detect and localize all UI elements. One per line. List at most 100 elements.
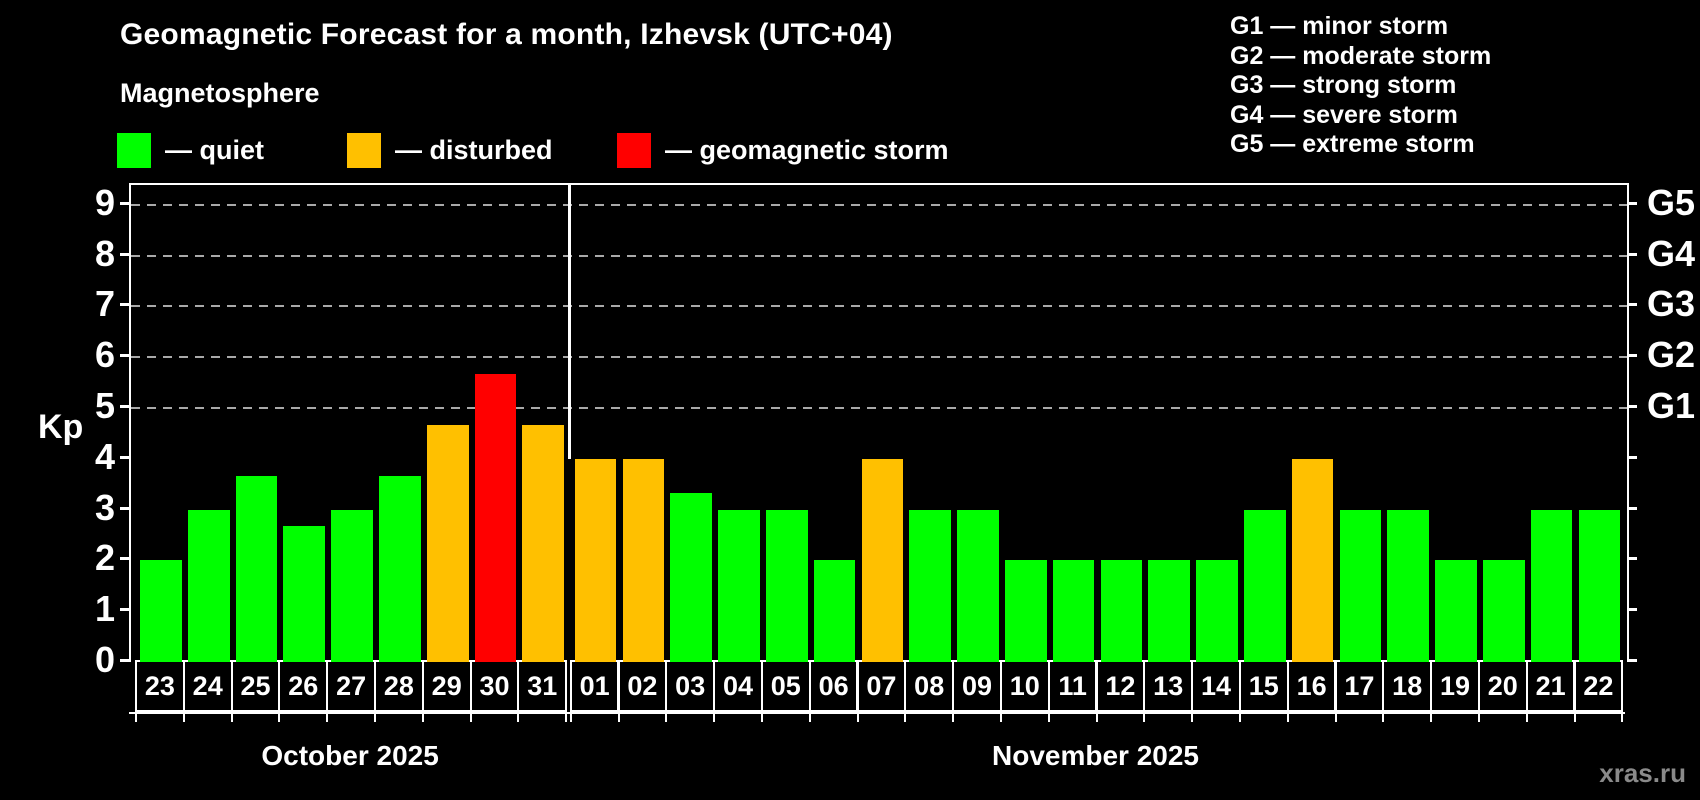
kp-bar-october-23 xyxy=(140,560,182,662)
x-axis-boundary-tick-28 xyxy=(1430,712,1433,722)
kp-bar-november-22 xyxy=(1578,509,1621,662)
x-axis-boundary-tick-13 xyxy=(713,712,716,722)
right-axis-tick-6 xyxy=(1627,354,1637,358)
kp-bar-november-06 xyxy=(813,560,856,662)
right-axis-tick-1 xyxy=(1627,608,1637,612)
right-axis-label-G4: G4 xyxy=(1647,232,1696,274)
x-axis-boundary-tick-9 xyxy=(565,712,568,722)
day-label-28: 28 xyxy=(374,660,424,712)
g-scale-legend: G1 — minor storm G2 — moderate storm G3 — … xyxy=(1230,12,1491,160)
right-axis-label-G1: G1 xyxy=(1647,385,1696,426)
kp-bar-october-30 xyxy=(474,373,517,662)
x-axis-boundary-tick-2 xyxy=(230,712,233,722)
kp-bar-october-29 xyxy=(426,424,469,662)
day-label-15: 15 xyxy=(1238,660,1289,712)
x-axis-boundary-tick-25 xyxy=(1286,712,1289,722)
y-axis-tick-6 xyxy=(120,354,130,358)
kp-bar-october-26 xyxy=(283,526,326,662)
plot-area xyxy=(129,183,1629,662)
storm-color-swatch xyxy=(617,132,651,168)
day-label-31: 31 xyxy=(517,660,568,712)
kp-bar-november-20 xyxy=(1482,560,1525,662)
y-axis-tick-label-4: 4 xyxy=(94,435,115,477)
legend-label-storm: — geomagnetic storm xyxy=(665,134,949,165)
x-axis-boundary-tick-30 xyxy=(1525,712,1528,722)
kp-bar-november-21 xyxy=(1530,509,1573,662)
right-axis-tick-0 xyxy=(1627,659,1637,662)
kp-bar-november-10 xyxy=(1004,560,1047,662)
day-label-08: 08 xyxy=(904,660,955,712)
quiet-color-swatch xyxy=(117,132,151,168)
kp-bar-november-09 xyxy=(957,509,999,662)
y-axis-tick-label-9: 9 xyxy=(94,181,115,223)
x-axis-boundary-tick-10 xyxy=(569,712,572,722)
right-axis-tick-3 xyxy=(1627,506,1637,510)
right-axis-tick-9 xyxy=(1627,201,1637,205)
right-axis-tick-4 xyxy=(1627,455,1637,459)
gridline-kp-9 xyxy=(131,203,1627,206)
legend-item-storm: — geomagnetic storm xyxy=(617,132,949,168)
right-axis-tick-5 xyxy=(1627,405,1637,408)
x-axis-boundary-tick-8 xyxy=(517,712,520,722)
gridline-kp-7 xyxy=(131,305,1627,308)
kp-bar-november-19 xyxy=(1435,560,1477,662)
kp-bar-november-15 xyxy=(1243,509,1286,662)
y-axis-tick-label-0: 0 xyxy=(94,639,115,680)
kp-bar-november-04 xyxy=(718,509,760,662)
kp-bar-november-18 xyxy=(1387,509,1430,662)
y-axis-tick-1 xyxy=(120,608,130,612)
x-axis-boundary-tick-20 xyxy=(1047,712,1050,722)
kp-bar-october-31 xyxy=(522,424,565,662)
x-axis-boundary-tick-16 xyxy=(856,712,859,722)
kp-bar-november-16 xyxy=(1291,458,1334,662)
g-legend-line-4: G4 — severe storm xyxy=(1230,100,1458,129)
x-axis-boundary-tick-15 xyxy=(808,712,811,722)
x-axis-boundary-tick-24 xyxy=(1238,712,1241,722)
x-axis-boundary-tick-6 xyxy=(421,712,424,722)
x-axis-boundary-tick-5 xyxy=(374,712,376,722)
g-legend-line-3: G3 — strong storm xyxy=(1230,71,1457,99)
gridline-kp-6 xyxy=(131,356,1627,359)
kp-bar-november-17 xyxy=(1339,509,1382,662)
right-axis-label-G3: G3 xyxy=(1647,283,1696,325)
page-title: Geomagnetic Forecast for a month, Izhevs… xyxy=(120,18,893,51)
day-label-16: 16 xyxy=(1286,660,1337,712)
x-axis-boundary-tick-23 xyxy=(1191,712,1194,722)
x-axis-boundary-tick-3 xyxy=(278,712,281,722)
day-label-04: 04 xyxy=(713,660,763,712)
y-axis-tick-9 xyxy=(120,201,130,205)
day-label-14: 14 xyxy=(1191,660,1241,712)
y-axis-tick-4 xyxy=(120,455,130,459)
month-label-october: October 2025 xyxy=(261,740,439,771)
y-axis-tick-label-6: 6 xyxy=(94,334,115,376)
day-label-01: 01 xyxy=(569,660,620,712)
day-label-29: 29 xyxy=(421,660,472,712)
kp-bar-november-03 xyxy=(670,492,713,662)
right-axis-tick-2 xyxy=(1627,557,1637,561)
day-label-20: 20 xyxy=(1477,660,1528,712)
x-axis-boundary-tick-18 xyxy=(952,712,955,722)
kp-bar-october-28 xyxy=(379,475,421,662)
right-axis-label-G2: G2 xyxy=(1647,334,1696,376)
day-label-22: 22 xyxy=(1573,660,1624,712)
day-label-23: 23 xyxy=(135,660,185,712)
g-legend-line-2: G2 — moderate storm xyxy=(1230,41,1492,70)
x-axis-boundary-tick-12 xyxy=(665,712,668,722)
day-label-21: 21 xyxy=(1525,660,1576,712)
x-axis-baseline xyxy=(129,712,1625,714)
day-label-row: 23 24 25 26 27 28 29 30 31 01 02 03 04 05 06 07 08 09 10 11… xyxy=(129,660,1625,712)
y-axis-tick-8 xyxy=(120,252,130,256)
right-axis-tick-8 xyxy=(1627,252,1637,256)
y-axis-tick-label-7: 7 xyxy=(94,283,115,325)
day-label-10: 10 xyxy=(999,660,1050,712)
x-axis-boundary-tick-31 xyxy=(1573,712,1576,722)
day-label-18: 18 xyxy=(1382,660,1433,712)
x-axis-boundary-tick-1 xyxy=(182,712,185,722)
x-axis-boundary-tick-22 xyxy=(1143,712,1146,722)
kp-bar-november-12 xyxy=(1100,560,1143,662)
kp-bar-november-07 xyxy=(861,458,904,662)
x-axis-boundary-tick-19 xyxy=(999,712,1002,722)
x-axis-boundary-tick-17 xyxy=(904,712,907,722)
kp-bar-november-13 xyxy=(1148,560,1191,662)
day-label-03: 03 xyxy=(665,660,716,712)
